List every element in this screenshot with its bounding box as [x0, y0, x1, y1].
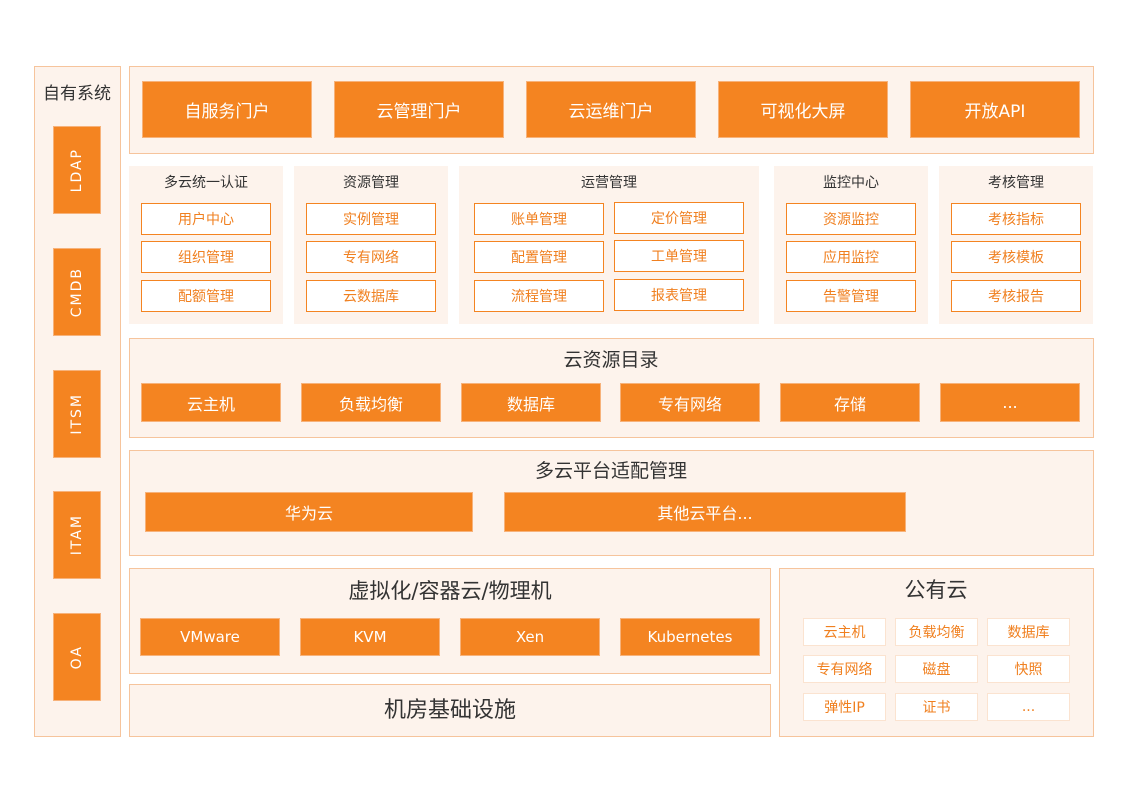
portal-button: 云运维门户	[526, 81, 696, 138]
module-item: 资源监控	[786, 203, 916, 235]
module-title: 多云统一认证	[164, 175, 248, 191]
module-item: 定价管理	[614, 202, 744, 234]
module-item: 账单管理	[474, 203, 604, 235]
public-cloud-item: 磁盘	[895, 655, 978, 683]
module-item: 报表管理	[614, 279, 744, 311]
catalog-item: 云主机	[141, 383, 281, 422]
module-item: 工单管理	[614, 240, 744, 272]
own-system-cmdb: CMDB	[53, 248, 101, 336]
portal-button: 自服务门户	[142, 81, 312, 138]
module-item: 考核模板	[951, 241, 1081, 273]
catalog-item: ...	[940, 383, 1080, 422]
datacenter-title: 机房基础设施	[383, 698, 516, 723]
module-title: 监控中心	[823, 175, 879, 191]
own-system-oa: OA	[53, 613, 101, 701]
virtualization-title: 虚拟化/容器云/物理机	[348, 579, 552, 603]
datacenter-panel	[129, 684, 771, 737]
public-cloud-item: 负载均衡	[895, 618, 978, 646]
own-system-itam: ITAM	[53, 491, 101, 579]
adapter-item: 华为云	[145, 492, 473, 532]
module-item: 实例管理	[306, 203, 436, 235]
module-item: 流程管理	[474, 280, 604, 312]
own-system-label: ITAM	[69, 514, 85, 556]
catalog-item: 负载均衡	[301, 383, 441, 422]
own-systems-title: 自有系统	[43, 84, 111, 104]
virtualization-item: KVM	[300, 618, 440, 656]
catalog-item: 数据库	[461, 383, 601, 422]
module-title: 运营管理	[581, 175, 637, 191]
public-cloud-item: ...	[987, 693, 1070, 721]
own-system-label: OA	[69, 644, 85, 670]
own-system-label: LDAP	[69, 147, 85, 193]
module-item: 专有网络	[306, 241, 436, 273]
public-cloud-item: 快照	[987, 655, 1070, 683]
own-system-label: ITSM	[69, 393, 85, 435]
module-item: 告警管理	[786, 280, 916, 312]
module-title: 考核管理	[988, 175, 1044, 191]
portal-button: 开放API	[910, 81, 1080, 138]
module-title: 资源管理	[343, 175, 399, 191]
catalog-item: 存储	[780, 383, 920, 422]
resource-catalog-title: 云资源目录	[563, 349, 659, 371]
adapter-item: 其他云平台...	[504, 492, 906, 532]
virtualization-item: Xen	[460, 618, 600, 656]
module-item: 组织管理	[141, 241, 271, 273]
public-cloud-item: 云主机	[803, 618, 886, 646]
own-system-ldap: LDAP	[53, 126, 101, 214]
resource-catalog-panel	[129, 338, 1094, 438]
public-cloud-title: 公有云	[904, 578, 968, 602]
public-cloud-item: 专有网络	[803, 655, 886, 683]
module-item: 考核指标	[951, 203, 1081, 235]
own-system-label: CMDB	[69, 266, 85, 318]
module-item: 云数据库	[306, 280, 436, 312]
portal-button: 可视化大屏	[718, 81, 888, 138]
module-item: 用户中心	[141, 203, 271, 235]
public-cloud-item: 证书	[895, 693, 978, 721]
module-item: 考核报告	[951, 280, 1081, 312]
module-item: 配置管理	[474, 241, 604, 273]
portal-button: 云管理门户	[334, 81, 504, 138]
public-cloud-item: 数据库	[987, 618, 1070, 646]
own-system-itsm: ITSM	[53, 370, 101, 458]
catalog-item: 专有网络	[620, 383, 760, 422]
module-item: 配额管理	[141, 280, 271, 312]
virtualization-item: VMware	[140, 618, 280, 656]
virtualization-item: Kubernetes	[620, 618, 760, 656]
public-cloud-item: 弹性IP	[803, 693, 886, 721]
multicloud-adapter-title: 多云平台适配管理	[534, 460, 687, 482]
module-item: 应用监控	[786, 241, 916, 273]
